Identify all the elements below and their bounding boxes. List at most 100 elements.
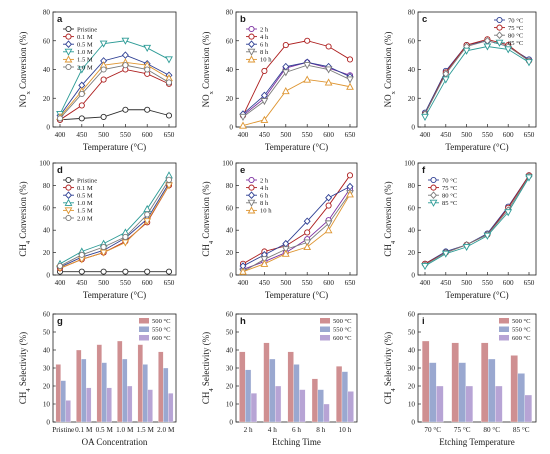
x-tick-label: 450 [259,279,270,287]
bar [81,358,87,423]
data-point [100,268,107,275]
legend-label: 10 h [260,208,272,215]
x-tick-label: 600 [323,131,334,139]
y-tick-label: 20 [408,95,416,103]
x-tick-label: 6 h [292,426,301,434]
y-tick-label: 80 [226,182,234,190]
x-axis-label: Temperature (°C) [265,142,328,152]
legend-marker [64,55,73,63]
y-tick-label: 80 [43,9,51,17]
series-line [59,179,170,267]
data-point [260,259,269,267]
data-point [346,172,354,179]
legend-label: 1.0 M [77,49,93,56]
y-axis-label: CH4 Selectivity (%) [201,332,215,404]
legend-label: 4 h [260,34,269,41]
data-point [441,76,450,84]
x-tick-label: 550 [120,131,131,139]
legend-marker [65,63,72,71]
y-tick-label: 20 [408,383,416,391]
y-tick-label: 60 [43,204,51,212]
y-tick-label: 50 [226,329,234,337]
legend-marker [430,191,437,199]
data-point [346,56,354,63]
bar [465,385,474,423]
data-point [144,268,151,275]
legend-label: 0.1 M [77,185,93,192]
panel-label: a [57,14,63,25]
legend-marker [65,40,72,48]
legend-label: 500 °C [152,318,171,325]
y-tick-label: 0 [46,272,50,280]
bar [287,351,294,423]
data-point [165,112,173,119]
data-point [303,239,312,247]
plot-frame [52,162,177,276]
data-point [462,243,471,252]
legend-label: 1.5 M [77,208,93,215]
panel-label: b [240,14,246,25]
bar [106,387,112,423]
legend-label: 80 °C [442,193,458,200]
legend-swatch [320,335,330,341]
series-line [424,38,530,115]
legend-swatch [139,326,149,332]
y-tick-label: 50 [408,329,416,337]
panel-b: b 0 20 40 60 80 NOx Conversion (%) Temperature … [201,9,358,152]
legend-label: 600 °C [333,335,352,342]
series-line [59,175,170,265]
x-tick-label: 500 [280,131,291,139]
x-tick-label: 1.0 M [116,426,134,434]
y-axis-label: CH4 Selectivity (%) [18,332,32,404]
data-point [122,268,129,275]
legend-marker [247,48,256,56]
y-tick-label: 10 [43,401,51,409]
y-tick-label: 100 [404,160,415,168]
legend-marker [248,25,255,33]
y-tick-label: 0 [229,124,233,132]
legend-label: 2.0 M [77,215,93,222]
panel-label: g [57,316,63,327]
x-axis-label: Etching Temperature [439,437,514,447]
y-axis-label: NOx Conversion (%) [383,32,397,108]
y-tick-label: 20 [226,249,234,257]
bar [245,369,252,423]
data-point [144,66,151,73]
bar [86,387,92,423]
legend-label: 8 h [260,49,269,56]
legend-label: 6 h [260,42,269,49]
panel-label: i [422,316,425,327]
bar [510,355,518,423]
x-tick-label: 550 [302,279,313,287]
panel-label: h [240,316,246,327]
bar [142,364,148,423]
data-point [100,76,107,83]
bar [293,364,300,423]
legend-marker [495,39,504,47]
x-axis-label: Temperature (°C) [265,290,328,300]
legend-swatch [320,326,330,332]
y-axis-label: CH4 Selectivity (%) [383,332,397,404]
panel-c: c 0 20 40 60 80 NOx Conversion (%) Temperature … [383,9,537,152]
legend-marker [64,48,73,56]
y-tick-label: 20 [43,249,51,257]
legend-marker [65,214,72,222]
x-tick-label: 650 [345,279,356,287]
data-point [78,115,85,122]
legend-marker [496,31,503,39]
bar [323,403,330,423]
data-point [100,66,107,73]
series-line [242,175,351,265]
series-line [242,61,351,116]
bar [101,362,107,423]
data-point [144,106,151,113]
data-point [303,62,312,70]
legend-swatch [139,335,149,341]
data-point [144,211,151,218]
bar [250,393,257,423]
data-point [261,67,268,74]
legend-marker [64,198,73,206]
bar [127,385,133,423]
y-tick-label: 80 [408,182,416,190]
data-point [260,98,269,106]
